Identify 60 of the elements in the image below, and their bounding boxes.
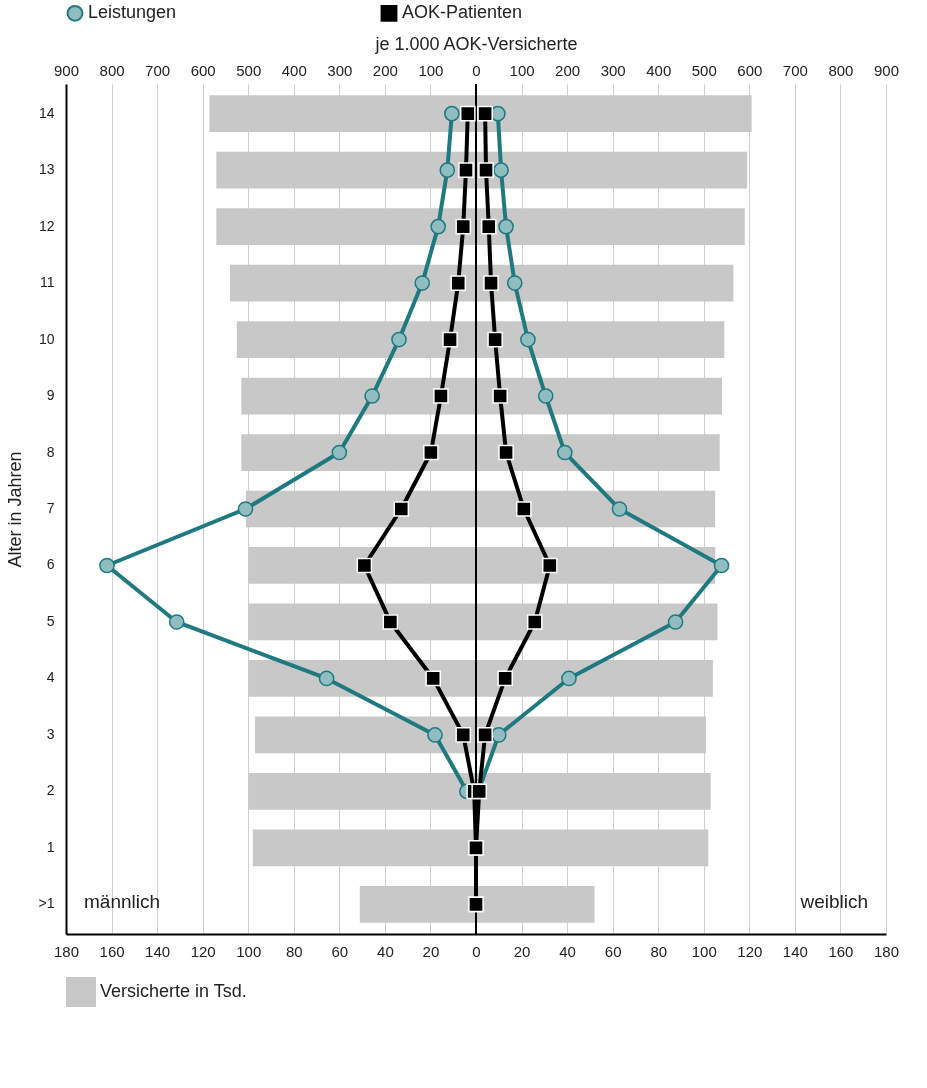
x-tick-label: 0: [472, 942, 481, 960]
x-tick-label: 120: [737, 942, 763, 960]
x2-tick-label: 900: [873, 61, 900, 79]
y-tick-label: 9: [46, 387, 55, 404]
x2-tick-label: 400: [281, 61, 307, 79]
y-tick-label: 7: [46, 500, 55, 516]
y-axis-title: Alter in Jahren: [4, 451, 25, 568]
x-tick-label: 140: [145, 942, 171, 960]
x-tick-label: 100: [691, 942, 717, 960]
x2-tick-label: 100: [509, 61, 535, 79]
x2-tick-label: 500: [236, 61, 262, 79]
x-tick-label: 80: [650, 942, 668, 960]
x-tick-label: 120: [190, 942, 216, 960]
x-tick-label: 180: [873, 942, 900, 960]
x2-tick-label: 700: [782, 61, 808, 79]
x2-tick-label: 100: [418, 61, 444, 79]
annotation: weiblich: [799, 891, 868, 912]
x2-tick-label: 800: [828, 61, 854, 79]
y-tick-label: 4: [46, 669, 55, 686]
y-tick-label: 13: [38, 161, 55, 178]
y-tick-label: 12: [38, 217, 55, 234]
y-tick-label: 3: [46, 725, 55, 742]
x-tick-label: 160: [828, 942, 854, 960]
x2-tick-label: 800: [99, 61, 125, 79]
legend-label: AOK-Patienten: [402, 2, 523, 23]
x2-tick-label: 400: [646, 61, 672, 79]
y-tick-label: 6: [46, 556, 55, 573]
legend-label: Leistungen: [88, 2, 177, 23]
annotation: männlich: [84, 891, 161, 912]
x-tick-label: 160: [99, 942, 125, 960]
x2-tick-label: 500: [691, 61, 717, 79]
y-tick-label: 2: [46, 782, 55, 799]
x2-tick-label: 300: [327, 61, 353, 79]
x2-tick-label: 900: [53, 61, 80, 79]
x-tick-label: 40: [559, 942, 576, 960]
x-tick-label: 20: [422, 942, 440, 960]
x-tick-label: 100: [236, 942, 262, 960]
x2-tick-label: 600: [190, 61, 216, 79]
x-tick-label: 140: [782, 942, 808, 960]
x2-tick-label: 700: [145, 61, 171, 79]
x-tick-label: 40: [377, 942, 394, 960]
y-tick-label: >1: [38, 895, 55, 912]
y-tick-label: 1: [46, 838, 55, 855]
y-tick-label: 8: [46, 443, 55, 460]
x2-tick-label: 0: [472, 61, 481, 79]
x-tick-label: 180: [53, 942, 80, 960]
y-tick-label: 14: [38, 104, 55, 121]
x-tick-label: 60: [331, 942, 349, 960]
x2-tick-label: 600: [737, 61, 763, 79]
y-tick-label: 5: [46, 612, 55, 629]
x-tick-label: 20: [513, 942, 531, 960]
x2-axis-title: je 1.000 AOK-Versicherte: [374, 33, 578, 54]
x2-tick-label: 200: [372, 61, 398, 79]
y-tick-label: 10: [38, 330, 55, 347]
x-tick-label: 80: [285, 942, 303, 960]
x2-tick-label: 300: [600, 61, 626, 79]
x2-tick-label: 200: [555, 61, 581, 79]
legend-label: Versicherte in Tsd.: [100, 981, 247, 1001]
x-tick-label: 60: [604, 942, 622, 960]
y-tick-label: 11: [39, 274, 55, 291]
